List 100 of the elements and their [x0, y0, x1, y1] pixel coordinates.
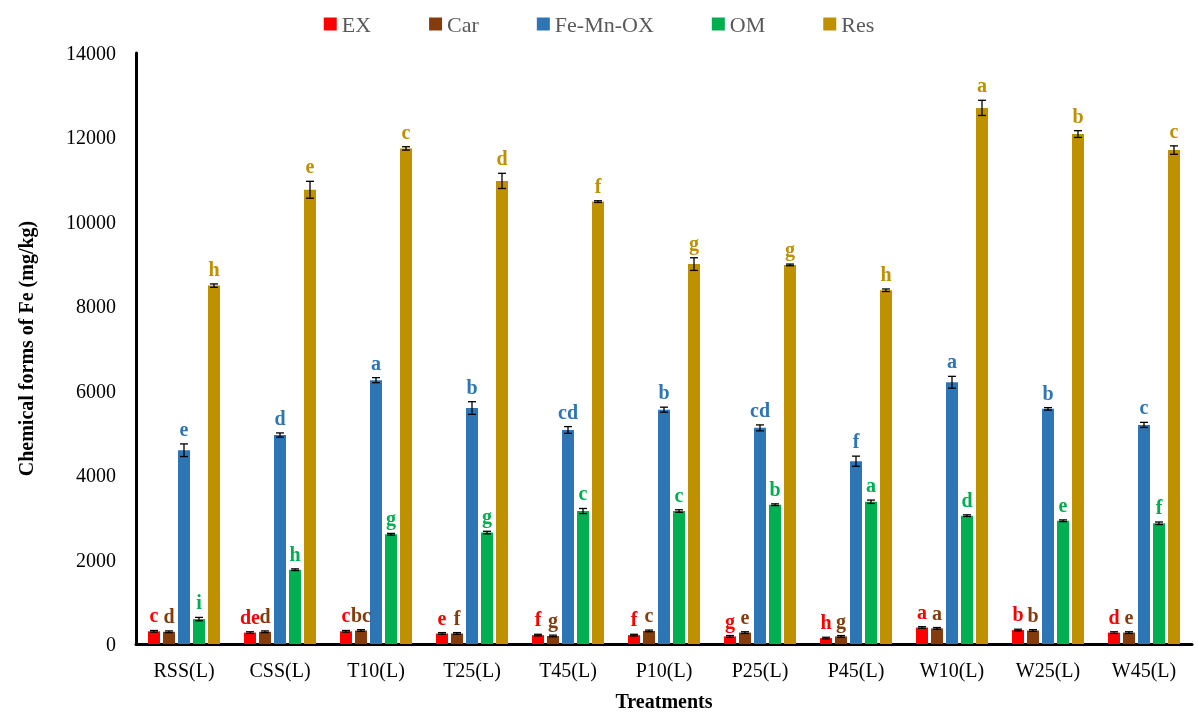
data-label: i	[196, 591, 203, 614]
bar	[784, 264, 796, 644]
data-label: d	[163, 604, 175, 627]
x-axis-title: Treatments	[615, 690, 713, 712]
bar	[178, 450, 190, 644]
data-label: a	[932, 601, 942, 624]
data-label: c	[1169, 119, 1179, 142]
legend-label: Car	[447, 11, 480, 37]
bar	[769, 504, 781, 644]
data-label: g	[689, 231, 699, 255]
bar	[673, 511, 685, 644]
data-label: c	[674, 483, 684, 506]
bar	[865, 501, 877, 644]
bar	[916, 627, 928, 644]
data-label: f	[453, 606, 461, 629]
bar	[148, 631, 160, 644]
data-label: d	[496, 147, 508, 170]
data-label: b	[1012, 603, 1024, 626]
bar	[1123, 632, 1135, 644]
bar	[1012, 630, 1024, 644]
data-label: d	[274, 406, 286, 429]
bar	[436, 633, 448, 644]
legend-label: Fe-Mn-OX	[554, 11, 654, 37]
bar	[931, 628, 943, 644]
data-label: c	[401, 120, 411, 143]
x-tick-label: W10(L)	[919, 659, 985, 682]
bar	[1108, 632, 1120, 644]
bar	[658, 409, 670, 644]
bar	[562, 429, 574, 644]
data-label: g	[386, 507, 396, 531]
y-tick-label: 2000	[76, 548, 116, 571]
data-label: f	[594, 174, 602, 197]
data-label: de	[240, 605, 261, 628]
bar	[946, 382, 958, 644]
data-label: d	[259, 604, 271, 627]
x-tick-label: W25(L)	[1015, 659, 1081, 682]
data-label: a	[866, 474, 876, 497]
bar	[193, 619, 205, 644]
data-label: a	[947, 350, 957, 373]
data-label: b	[1027, 603, 1039, 626]
data-label: e	[179, 417, 189, 440]
bar	[643, 630, 655, 644]
data-label: g	[548, 609, 558, 633]
bar	[451, 633, 463, 644]
data-label: cd	[558, 400, 578, 423]
data-label: c	[644, 604, 654, 627]
bar	[577, 511, 589, 644]
bar	[739, 632, 751, 644]
bar	[289, 569, 301, 644]
bar	[754, 427, 766, 644]
bar	[481, 532, 493, 644]
bar	[850, 461, 862, 644]
data-label: b	[1042, 381, 1054, 404]
data-label: e	[740, 605, 750, 628]
data-label: c	[149, 604, 159, 627]
bar	[1057, 520, 1069, 644]
data-label: g	[836, 609, 846, 633]
bar	[400, 148, 412, 644]
data-label: f	[630, 608, 638, 631]
bar	[355, 630, 367, 644]
data-label: b	[1072, 104, 1084, 127]
legend-label: OM	[729, 11, 766, 37]
data-label: a	[917, 600, 927, 623]
bar	[163, 631, 175, 644]
data-label: h	[820, 611, 832, 634]
data-label: h	[289, 542, 301, 565]
data-label: f	[852, 430, 860, 453]
data-label: b	[658, 381, 670, 404]
data-label: c	[578, 482, 588, 505]
bar	[961, 515, 973, 644]
bar	[1042, 408, 1054, 644]
x-tick-label: P25(L)	[731, 659, 789, 682]
data-label: g	[785, 238, 795, 262]
bar	[370, 380, 382, 644]
bar	[1168, 150, 1180, 644]
x-tick-label: CSS(L)	[249, 659, 311, 682]
bar	[244, 632, 256, 644]
bar	[274, 435, 286, 644]
data-label: e	[437, 606, 447, 629]
data-label: h	[880, 262, 892, 285]
data-label: a	[977, 74, 987, 97]
bar	[496, 180, 508, 644]
bar	[592, 201, 604, 644]
y-tick-label: 6000	[76, 379, 116, 402]
bar	[976, 107, 988, 644]
bar	[340, 631, 352, 644]
bar	[466, 408, 478, 644]
bar	[259, 631, 271, 644]
data-label: d	[1108, 605, 1120, 628]
bar	[547, 635, 559, 644]
bar	[1072, 134, 1084, 644]
data-label: e	[1058, 493, 1068, 516]
bar	[688, 264, 700, 644]
x-tick-label: RSS(L)	[153, 659, 215, 682]
x-tick-label: T10(L)	[347, 659, 405, 682]
bar	[1153, 523, 1165, 644]
x-tick-label: P45(L)	[827, 659, 885, 682]
bar	[208, 285, 220, 644]
data-label: h	[208, 257, 220, 280]
data-label: b	[466, 375, 478, 398]
